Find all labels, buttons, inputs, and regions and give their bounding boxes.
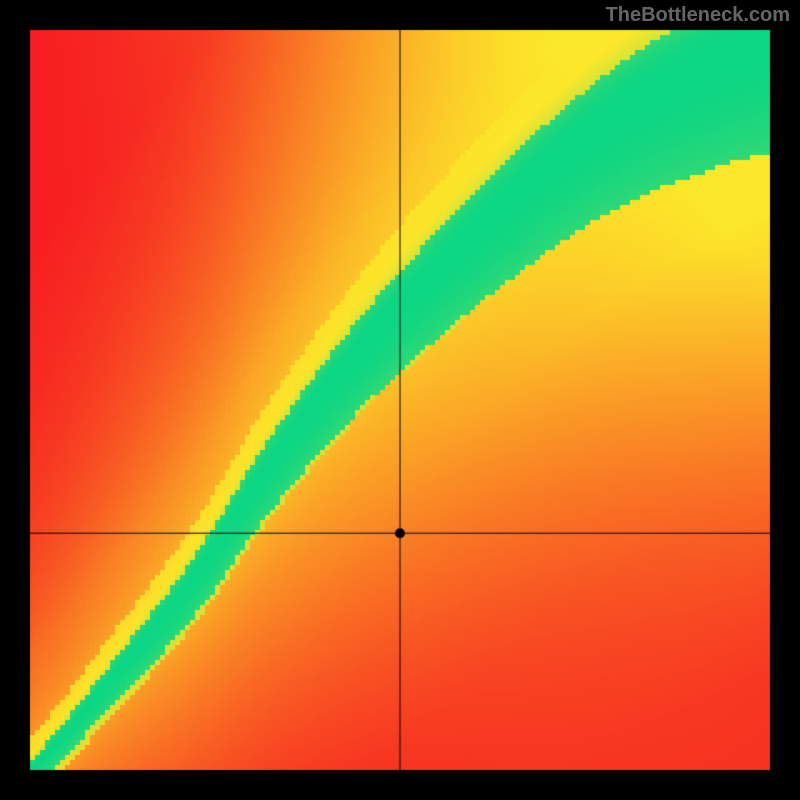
chart-root: TheBottleneck.com (0, 0, 800, 800)
watermark-text: TheBottleneck.com (606, 4, 790, 27)
heatmap-canvas (0, 0, 800, 800)
